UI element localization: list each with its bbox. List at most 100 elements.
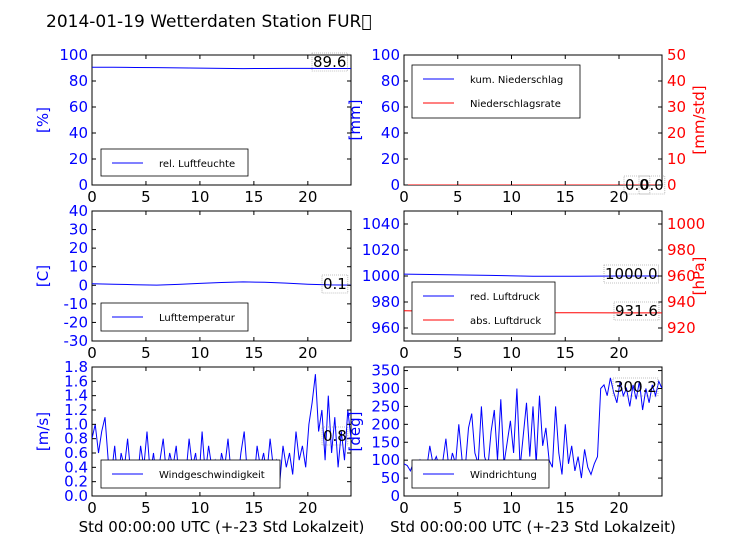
x-tick-label: 5 [453, 499, 463, 517]
x-tick-label: 10 [502, 344, 521, 362]
x-axis-label: Std 00:00:00 UTC (+-23 Std Lokalzeit) [79, 518, 365, 536]
legend-label: Windrichtung [470, 470, 537, 481]
y-axis-label: [m/s] [34, 412, 52, 451]
y-tick-label: 0 [390, 487, 400, 505]
x-tick-label: 0 [399, 344, 409, 362]
value-annotation: 0.8 [323, 427, 347, 445]
x-tick-label: 10 [190, 188, 209, 206]
x-tick-label: 5 [141, 188, 151, 206]
chart-humidity: 0 5 10 15 20 0 20 40 60 80 100 [%] rel. Luftfeuchte 8… [34, 46, 352, 206]
x-tick-label: 0 [87, 499, 97, 517]
y-tick-label: 0.6 [64, 444, 88, 462]
y2-tick-label: 0 [667, 176, 677, 194]
y-axis-label: [%] [34, 107, 52, 133]
y-tick-label: 200 [371, 415, 400, 433]
series-group [92, 281, 351, 286]
y-axis-label: [deg] [346, 412, 364, 452]
value-annotation: 0.0 [625, 176, 649, 194]
y-tick-label: 40 [381, 124, 400, 142]
annotation-box [311, 52, 348, 72]
y-tick-label: 1.4 [64, 387, 88, 405]
y-tick-label: 0 [78, 276, 88, 294]
y-tick-label: 100 [371, 451, 400, 469]
x-tick-label: 10 [190, 344, 209, 362]
annotation-box [623, 175, 651, 195]
figure-title: 2014-01-19 Wetterdaten Station FUR  [46, 12, 372, 32]
y2-axis-label: [hPa] [690, 257, 708, 296]
x-tick-label: 0 [87, 344, 97, 362]
x-tick-label: 15 [556, 188, 575, 206]
y-tick-label: -20 [64, 313, 89, 331]
x-tick-label: 20 [298, 188, 317, 206]
annotation-box [613, 301, 660, 321]
y-tick-label: 40 [69, 202, 88, 220]
legend-label: rel. Luftfeuchte [159, 159, 235, 170]
y-tick-label: 40 [69, 124, 88, 142]
y-tick-label: -10 [64, 295, 89, 313]
legend-box [100, 459, 281, 489]
y2-tick-label: 1000 [667, 215, 705, 233]
y-tick-label: 20 [69, 150, 88, 168]
y-tick-label: 250 [371, 397, 400, 415]
y-tick-label: 1.6 [64, 372, 88, 390]
x-tick-label: 15 [244, 188, 263, 206]
x-tick-label: 20 [609, 344, 628, 362]
y-tick-label: 1020 [362, 241, 400, 259]
y-tick-label: 960 [371, 319, 400, 337]
x-tick-label: 5 [141, 344, 151, 362]
legend-label: kum. Niederschlag [470, 75, 563, 86]
y2-tick-label: 50 [667, 46, 686, 64]
y-tick-label: 80 [381, 72, 400, 90]
x-tick-label: 20 [609, 188, 628, 206]
chart-precipitation: 0 5 10 15 20 0 20 40 60 80 100 0 10 20 30 40 50 [mm/std] [… [346, 46, 708, 206]
annotation-box [321, 274, 349, 294]
y-tick-label: 30 [69, 221, 88, 239]
legend-label: abs. Luftdruck [470, 316, 541, 327]
y-tick-label: 0.0 [64, 487, 88, 505]
y2-tick-label: 10 [667, 150, 686, 168]
y2-tick-label: 30 [667, 98, 686, 116]
value-annotation: 931.6 [615, 302, 658, 320]
annotation-box [638, 175, 666, 195]
y-tick-label: 150 [371, 433, 400, 451]
series-line-1 [404, 377, 662, 479]
x-tick-label: 15 [556, 499, 575, 517]
x-axis-label: Std 00:00:00 UTC (+-23 Std Lokalzeit) [390, 518, 676, 536]
y-tick-label: 1040 [362, 215, 400, 233]
y-tick-label: 980 [371, 293, 400, 311]
value-annotation: 0.0 [640, 176, 664, 194]
x-tick-label: 10 [190, 499, 209, 517]
series-group [92, 66, 351, 70]
y2-tick-label: 960 [667, 267, 696, 285]
y-axis-label: [C] [34, 265, 52, 287]
legend-box [411, 64, 581, 119]
y-tick-label: 20 [69, 239, 88, 257]
y2-tick-label: 940 [667, 293, 696, 311]
y2-tick-label: 920 [667, 319, 696, 337]
x-tick-label: 10 [502, 499, 521, 517]
x-tick-label: 15 [244, 344, 263, 362]
y-tick-label: 1000 [362, 267, 400, 285]
y-tick-label: 60 [69, 98, 88, 116]
x-tick-label: 10 [502, 188, 521, 206]
series-group [404, 377, 662, 479]
annotation-box [612, 377, 659, 397]
y-tick-label: 350 [371, 362, 400, 380]
y-tick-label: 0.2 [64, 473, 88, 491]
x-tick-label: 5 [141, 499, 151, 517]
series-line-1 [92, 66, 351, 70]
x-tick-label: 5 [453, 188, 463, 206]
x-tick-label: 15 [556, 344, 575, 362]
y-tick-label: 0.4 [64, 458, 88, 476]
y2-tick-label: 980 [667, 241, 696, 259]
x-tick-label: 0 [87, 188, 97, 206]
chart-pressure: 0 5 10 15 20 960 980 1000 1020 1040 920 940 960 980 10… [362, 210, 708, 362]
annotation-box [321, 426, 349, 446]
y-tick-label: 1.8 [64, 358, 88, 376]
y-tick-label: -30 [64, 332, 89, 350]
y-tick-label: 1.2 [64, 401, 88, 419]
y2-axis-label: [mm/std] [690, 85, 708, 154]
